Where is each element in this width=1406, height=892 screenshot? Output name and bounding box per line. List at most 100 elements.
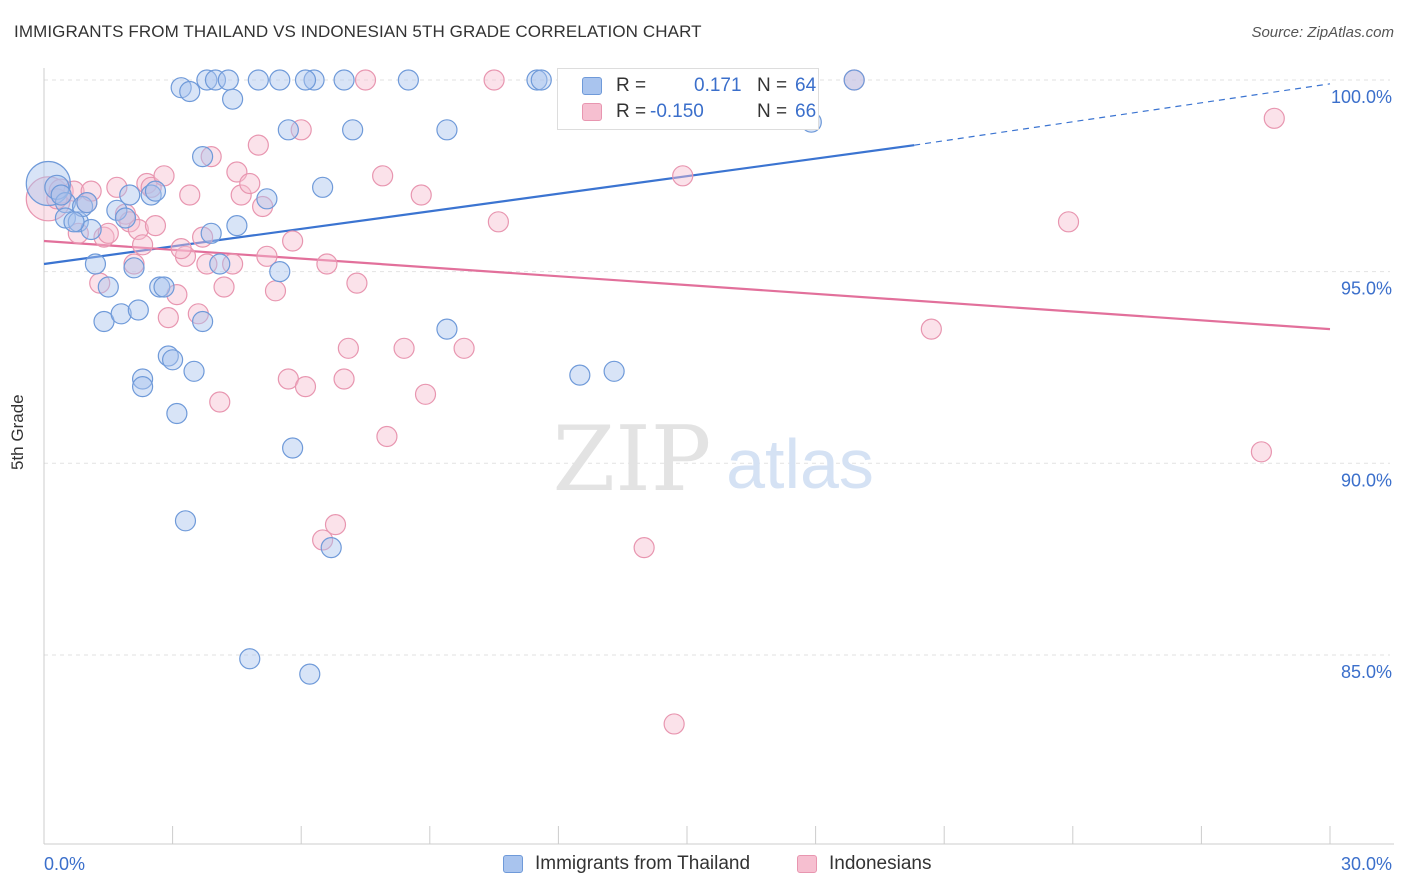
- thailand-point: [333, 69, 355, 91]
- r-label: R =: [616, 101, 647, 122]
- indonesians-point: [1263, 107, 1285, 129]
- thailand-point: [50, 184, 72, 206]
- n-value: 66: [795, 101, 817, 122]
- indonesians-swatch: [582, 103, 602, 121]
- indonesians-point: [209, 391, 231, 413]
- thailand-point: [217, 69, 239, 91]
- y-tick-label: 85.0%: [1341, 662, 1392, 682]
- indonesians-point: [354, 69, 377, 91]
- thailand-point: [299, 663, 321, 685]
- thailand-legend-swatch: [503, 855, 523, 873]
- thailand-point: [397, 69, 419, 91]
- indonesians-point: [106, 176, 128, 198]
- indonesians-point: [239, 172, 261, 195]
- thailand-point: [196, 69, 218, 91]
- thailand-point: [157, 345, 179, 367]
- indonesians-legend-label: Indonesians: [829, 853, 932, 874]
- x-tick-label-max: 30.0%: [1341, 854, 1392, 874]
- watermark-zip: ZIP: [553, 407, 712, 512]
- thailand-point: [200, 222, 222, 244]
- indonesians-point: [1057, 211, 1080, 233]
- indonesians-trend-line: [43, 239, 1331, 331]
- tick-labels: 85.0% 90.0% 95.0% 100.0% 0.0% 30.0%: [44, 87, 1392, 874]
- indonesians-point: [200, 146, 222, 168]
- thailand-point: [269, 261, 291, 283]
- indonesians-point: [333, 368, 355, 390]
- indonesians-point: [337, 337, 359, 359]
- thailand-point: [162, 349, 184, 371]
- thailand-point: [192, 310, 214, 333]
- indonesians-point: [346, 272, 368, 294]
- indonesians-point: [1250, 441, 1273, 463]
- r-label: R =: [616, 75, 647, 96]
- thailand-point: [282, 437, 304, 459]
- thailand-point: [320, 537, 342, 559]
- thailand-point: [530, 69, 552, 91]
- thailand-trend-extension: [914, 83, 1331, 146]
- thailand-point: [183, 360, 205, 382]
- data-points: [25, 69, 1285, 735]
- indonesians-point: [230, 184, 252, 206]
- y-tick-label: 95.0%: [1341, 279, 1392, 299]
- indonesians-point: [487, 211, 509, 233]
- indonesians-point: [633, 537, 655, 559]
- thailand-point: [76, 192, 98, 214]
- thailand-point: [436, 119, 458, 141]
- indonesians-point: [170, 238, 192, 260]
- thailand-point: [140, 184, 162, 206]
- indonesians-point: [196, 253, 218, 275]
- stats-legend: R = 0.171 N = 64 R = -0.150 N = 66: [557, 68, 819, 130]
- indonesians-point: [414, 383, 437, 405]
- thailand-point: [843, 69, 865, 91]
- indonesians-point: [290, 119, 312, 141]
- thailand-point: [436, 318, 458, 340]
- indonesians-point: [157, 307, 179, 329]
- thailand-trend-line: [43, 144, 915, 266]
- thailand-point: [131, 376, 154, 398]
- thailand-point: [119, 184, 141, 206]
- gridlines: [44, 79, 1390, 656]
- thailand-point: [84, 253, 107, 275]
- indonesians-point: [920, 318, 942, 340]
- watermark: ZIP atlas: [553, 407, 874, 512]
- indonesians-point: [312, 529, 334, 551]
- indonesians-point: [222, 253, 244, 275]
- n-label: N =: [757, 101, 788, 122]
- indonesians-point: [264, 280, 287, 302]
- thailand-point: [247, 69, 269, 91]
- source-label: Source: ZipAtlas.com: [1251, 24, 1394, 41]
- thailand-point: [204, 69, 227, 91]
- thailand-point: [222, 88, 244, 110]
- thailand-point: [312, 176, 334, 198]
- thailand-point: [153, 276, 175, 298]
- indonesians-point: [483, 69, 505, 91]
- watermark-atlas: atlas: [726, 425, 874, 503]
- indonesians-point: [97, 222, 119, 244]
- indonesians-point: [256, 245, 278, 267]
- thailand-point: [63, 211, 85, 233]
- thailand-point: [114, 207, 137, 229]
- axes: [43, 68, 1394, 845]
- x-tick-label-min: 0.0%: [44, 854, 85, 874]
- thailand-point: [144, 180, 167, 202]
- thailand-point: [277, 119, 299, 141]
- thailand-point: [123, 257, 145, 279]
- thailand-point: [209, 253, 231, 275]
- thailand-point: [294, 69, 317, 91]
- chart-title: IMMIGRANTS FROM THAILAND VS INDONESIAN 5…: [14, 22, 702, 41]
- indonesians-point: [294, 376, 317, 398]
- thailand-point: [192, 146, 214, 168]
- thailand-point: [166, 402, 188, 425]
- indonesians-point: [316, 253, 338, 275]
- indonesians-point: [93, 226, 115, 248]
- thailand-point: [179, 80, 201, 103]
- thailand-point: [174, 510, 197, 532]
- n-label: N =: [757, 75, 788, 96]
- y-tick-label: 100.0%: [1331, 87, 1392, 107]
- indonesians-point: [67, 222, 89, 244]
- thailand-legend-label: Immigrants from Thailand: [535, 853, 751, 874]
- indonesians-point: [131, 234, 154, 256]
- indonesians-point: [376, 425, 398, 448]
- indonesians-point: [324, 514, 347, 536]
